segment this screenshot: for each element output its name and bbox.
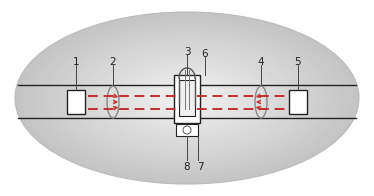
Ellipse shape [24, 16, 350, 180]
Ellipse shape [113, 61, 261, 135]
Ellipse shape [161, 85, 213, 111]
Text: 6: 6 [202, 49, 208, 59]
Ellipse shape [72, 41, 302, 155]
Ellipse shape [55, 32, 319, 164]
Ellipse shape [173, 91, 201, 105]
Text: 8: 8 [184, 162, 190, 172]
Ellipse shape [150, 79, 224, 117]
Ellipse shape [164, 86, 210, 110]
Ellipse shape [144, 76, 230, 120]
Ellipse shape [104, 56, 270, 140]
Ellipse shape [27, 18, 347, 178]
Bar [289, 90, 307, 114]
Ellipse shape [175, 92, 199, 104]
Ellipse shape [41, 25, 333, 171]
Ellipse shape [32, 21, 342, 175]
Ellipse shape [181, 95, 193, 101]
Ellipse shape [70, 39, 304, 157]
Ellipse shape [167, 88, 207, 108]
Ellipse shape [153, 81, 221, 115]
Ellipse shape [95, 52, 279, 144]
Text: 3: 3 [184, 47, 190, 57]
Ellipse shape [84, 46, 290, 150]
Ellipse shape [178, 94, 196, 102]
Ellipse shape [49, 29, 325, 167]
Ellipse shape [132, 71, 242, 125]
Ellipse shape [118, 64, 256, 132]
Ellipse shape [124, 66, 250, 130]
Ellipse shape [170, 89, 204, 107]
Ellipse shape [130, 69, 244, 127]
Ellipse shape [75, 42, 299, 154]
Ellipse shape [184, 97, 190, 99]
Ellipse shape [15, 12, 359, 184]
Ellipse shape [92, 51, 282, 145]
Ellipse shape [110, 59, 264, 137]
Ellipse shape [58, 34, 316, 162]
Ellipse shape [158, 84, 216, 112]
Ellipse shape [141, 75, 233, 121]
Ellipse shape [89, 49, 285, 147]
Text: 7: 7 [197, 162, 203, 172]
Ellipse shape [147, 78, 227, 118]
Bar [179, 80, 195, 116]
Text: 1: 1 [73, 57, 79, 67]
Ellipse shape [35, 22, 339, 174]
Text: 2: 2 [110, 57, 116, 67]
Ellipse shape [115, 62, 259, 134]
Text: 5: 5 [295, 57, 301, 67]
Ellipse shape [101, 55, 273, 141]
Ellipse shape [61, 35, 313, 161]
Ellipse shape [52, 31, 322, 165]
Ellipse shape [29, 19, 345, 177]
Ellipse shape [156, 82, 218, 114]
Ellipse shape [38, 24, 336, 172]
Ellipse shape [135, 72, 239, 124]
Bar [67, 90, 85, 114]
Text: 4: 4 [258, 57, 264, 67]
Ellipse shape [21, 15, 353, 181]
Ellipse shape [44, 26, 330, 170]
Ellipse shape [18, 14, 356, 182]
Ellipse shape [98, 54, 276, 142]
Ellipse shape [87, 48, 287, 148]
Ellipse shape [138, 74, 236, 122]
Bar [176, 124, 198, 136]
Ellipse shape [107, 58, 267, 138]
Ellipse shape [67, 38, 307, 158]
Ellipse shape [127, 68, 247, 128]
Ellipse shape [78, 44, 296, 152]
Bar [174, 75, 200, 123]
Ellipse shape [81, 45, 293, 151]
Ellipse shape [46, 28, 328, 168]
Ellipse shape [121, 65, 253, 131]
Ellipse shape [64, 36, 310, 160]
